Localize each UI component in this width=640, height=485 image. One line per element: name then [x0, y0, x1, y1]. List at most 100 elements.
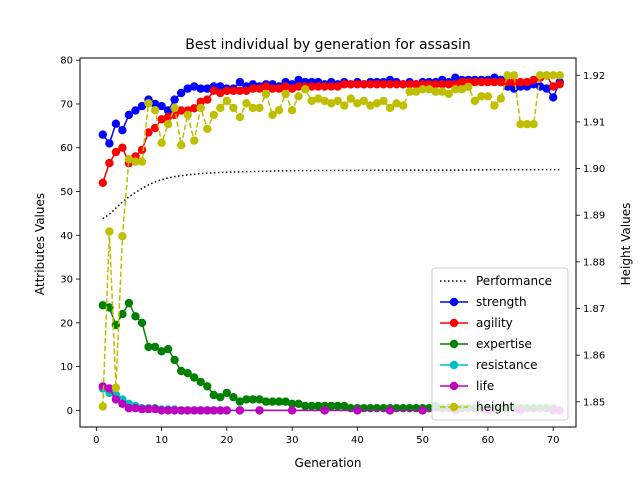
data-point-height [425, 85, 434, 94]
data-point-strength [118, 126, 127, 135]
data-point-expertise [307, 401, 316, 411]
data-point-agility [320, 82, 329, 91]
data-point-strength [137, 101, 147, 111]
data-point-height [261, 89, 271, 99]
data-point-agility [307, 82, 316, 91]
legend-label-resistance: resistance [476, 358, 538, 372]
x-tick-label: 30 [286, 435, 299, 446]
data-point-expertise [137, 318, 147, 327]
legend-label-agility: agility [476, 316, 513, 330]
y-tick-label-right: 1.88 [583, 257, 605, 268]
data-point-height [333, 96, 342, 106]
data-point-agility [392, 80, 401, 89]
y-tick-label-left: 10 [60, 362, 73, 373]
data-point-height [431, 87, 440, 96]
data-point-agility [359, 80, 369, 89]
data-point-expertise [150, 342, 160, 352]
data-point-height [438, 87, 447, 96]
data-point-expertise [98, 301, 108, 310]
data-point-height [392, 99, 401, 108]
data-point-strength [542, 84, 551, 93]
data-point-expertise [203, 382, 212, 391]
data-point-life [150, 404, 160, 414]
data-point-expertise [314, 401, 323, 411]
legend: Performance strength agility expertise resis… [431, 267, 569, 421]
legend-marker-strength [449, 297, 459, 307]
data-point-agility [431, 80, 440, 89]
data-point-life [98, 382, 108, 391]
data-point-life [287, 406, 297, 415]
data-point-strength [170, 95, 179, 104]
axes: 0 10 20 30 40 50 60 70 0 10 20 30 40 50 60 70 80 1.85 1.86… [60, 56, 605, 446]
data-point-height [255, 103, 264, 113]
data-point-agility [261, 82, 271, 91]
data-point-height [105, 227, 114, 236]
data-point-height [549, 71, 558, 80]
data-point-expertise [157, 347, 166, 356]
data-point-agility [333, 82, 342, 91]
data-point-height [353, 99, 362, 108]
chart-title: Best individual by generation for assasi… [185, 37, 471, 53]
data-point-height [542, 71, 551, 80]
data-point-height [157, 138, 166, 148]
data-point-height [535, 71, 545, 80]
data-point-expertise [333, 401, 342, 411]
data-point-height [118, 232, 127, 241]
y-axis-label-right: Height Values [619, 203, 633, 286]
data-point-height [131, 157, 140, 166]
data-point-life [385, 406, 395, 415]
data-point-agility [118, 143, 127, 152]
x-tick-label: 60 [482, 435, 495, 446]
data-point-agility [177, 106, 186, 115]
data-point-height [235, 113, 245, 122]
data-point-life [137, 404, 147, 414]
data-point-expertise [294, 399, 303, 408]
data-point-height [196, 103, 205, 113]
data-point-agility [287, 84, 297, 93]
data-point-height [470, 96, 479, 106]
data-point-agility [137, 145, 147, 155]
data-point-expertise [216, 393, 225, 402]
data-point-strength [235, 77, 245, 87]
data-point-strength [196, 84, 205, 93]
data-point-life [209, 406, 218, 415]
data-point-strength [177, 88, 186, 98]
data-point-height [111, 383, 121, 392]
data-point-agility [144, 128, 153, 137]
data-point-expertise [242, 395, 251, 404]
legend-label-expertise: expertise [476, 337, 532, 351]
series-line-height [102, 74, 560, 407]
data-point-agility [98, 178, 108, 187]
data-point-height [555, 71, 564, 80]
data-point-life [255, 406, 264, 415]
data-point-height [307, 96, 316, 106]
data-point-height [464, 82, 473, 92]
data-point-agility [235, 86, 245, 96]
data-point-expertise [131, 312, 140, 321]
data-point-agility [366, 80, 375, 89]
x-tick-label: 10 [155, 435, 168, 446]
y-tick-label-left: 80 [60, 56, 73, 67]
data-point-life [131, 404, 140, 413]
data-point-expertise [268, 397, 277, 406]
data-point-height [372, 99, 382, 108]
data-point-life [216, 406, 225, 415]
data-point-expertise [118, 309, 127, 319]
data-point-expertise [261, 397, 271, 406]
data-point-height [418, 85, 427, 94]
data-point-height [477, 92, 486, 101]
series-line-Performance [102, 168, 560, 220]
data-point-height [190, 136, 199, 145]
data-point-life [157, 406, 166, 415]
y-axis-label-left: Attributes Values [33, 193, 47, 295]
data-point-strength [163, 106, 173, 115]
data-point-expertise [274, 397, 284, 406]
data-point-agility [555, 80, 564, 89]
data-point-agility [398, 80, 408, 89]
data-point-strength [131, 106, 140, 115]
data-point-expertise [248, 395, 258, 404]
data-point-life [124, 404, 134, 413]
data-point-agility [483, 77, 493, 87]
data-point-height [242, 99, 251, 108]
data-point-strength [549, 93, 558, 102]
